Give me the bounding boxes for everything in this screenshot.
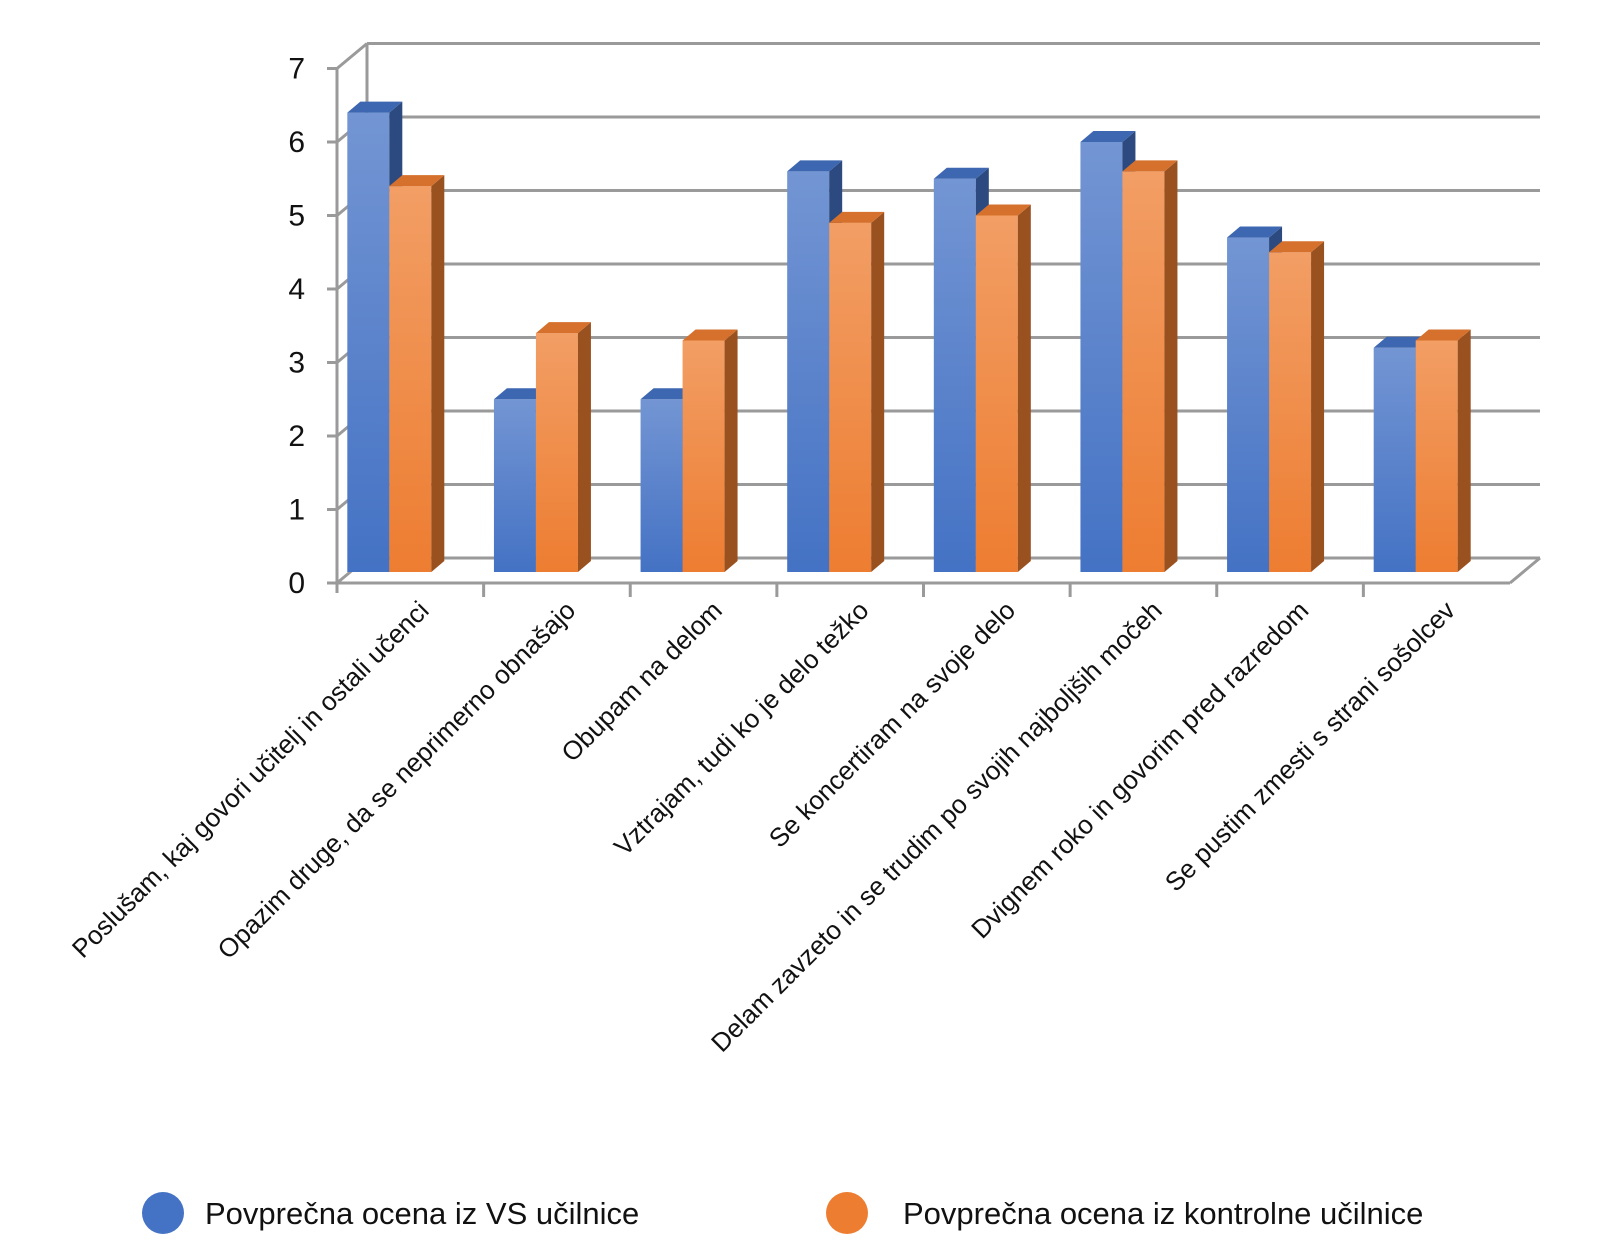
bar: [975, 215, 1018, 572]
bar: [347, 112, 390, 572]
bar-top: [640, 388, 696, 400]
x-tick-label: Se pustim zmesti s strani sošolcev: [1159, 595, 1461, 897]
legend-swatch-vs: [142, 1192, 184, 1234]
gridline-depth: [336, 42, 368, 70]
bar-group: [829, 211, 885, 572]
bar-group: [1122, 160, 1178, 572]
bar: [1373, 347, 1416, 572]
bar-side: [1164, 160, 1178, 572]
bar: [787, 171, 830, 572]
x-tick-label: Obupam na delom: [555, 595, 727, 767]
bar-side: [577, 322, 591, 572]
bar-top: [1227, 226, 1283, 238]
bar-top: [389, 175, 445, 187]
bar: [1269, 252, 1312, 572]
legend-label-kontrolna: Povprečna ocena iz kontrolne učilnice: [903, 1196, 1423, 1231]
bar-top: [535, 322, 591, 334]
bar: [1080, 142, 1123, 572]
bar-side: [871, 211, 885, 572]
y-tick-label: 6: [288, 126, 305, 159]
y-axis-ticks: 0 1 2 3 4 5 6 7: [288, 53, 337, 600]
bar-group: [389, 175, 445, 572]
legend-label-vs: Povprečna ocena iz VS učilnice: [205, 1196, 639, 1231]
legend: Povprečna ocena iz VS učilnice Povprečna…: [142, 1192, 1423, 1234]
bar-group: [1415, 329, 1471, 572]
bar: [389, 186, 432, 572]
bar-top: [682, 329, 738, 341]
bar: [535, 333, 578, 572]
bars: [347, 101, 1471, 573]
bar-top: [1269, 241, 1325, 253]
y-tick-label: 5: [288, 200, 305, 233]
bar: [493, 399, 536, 572]
bar-side: [1017, 204, 1031, 572]
bar-group: [535, 322, 591, 572]
bar-side: [1457, 329, 1471, 572]
bar-top: [933, 167, 989, 179]
legend-swatch-kontrolna: [826, 1192, 868, 1234]
bar-top: [829, 211, 885, 223]
bar-top: [1122, 160, 1178, 172]
bar-side: [724, 329, 738, 572]
y-tick-label: 0: [288, 567, 305, 600]
axes: [335, 68, 1541, 597]
bar-top: [787, 160, 843, 172]
bar-top: [1415, 329, 1471, 341]
bar-top: [1373, 336, 1429, 348]
y-tick-label: 7: [288, 53, 305, 86]
bar-side: [1311, 241, 1325, 572]
bar: [829, 222, 872, 572]
x-tick-label: Dvignem roko in govorim pred razredom: [965, 595, 1314, 944]
y-tick-label: 1: [288, 494, 305, 527]
y-tick-label: 4: [288, 273, 305, 306]
bar: [1122, 171, 1165, 572]
bar-side: [431, 175, 445, 572]
y-tick-label: 3: [288, 347, 305, 380]
bar: [933, 178, 976, 572]
y-tick-label: 2: [288, 420, 305, 453]
bar: [682, 340, 725, 572]
floor-edge: [1509, 556, 1541, 585]
x-tick-label: Se koncertiram na svoje delo: [763, 595, 1021, 853]
bar-top: [493, 388, 549, 400]
bar-top: [347, 101, 403, 113]
bar-group: [1269, 241, 1325, 572]
bar-group: [682, 329, 738, 572]
bar-top: [1080, 131, 1136, 142]
bar: [1227, 237, 1270, 573]
bar: [640, 399, 683, 572]
x-tick-label: Vztrajam, tudi ko je delo težko: [608, 595, 874, 861]
bar: [1415, 340, 1458, 572]
x-axis-ticks: Poslušam, kaj govori učitelj in ostali u…: [66, 595, 1461, 1058]
bar-top: [975, 204, 1031, 216]
bar-group: [975, 204, 1031, 572]
